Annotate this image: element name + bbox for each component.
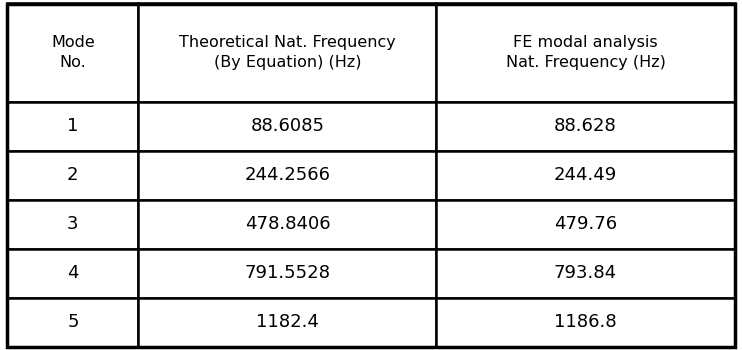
Bar xyxy=(436,4,735,101)
Text: 2: 2 xyxy=(67,166,79,184)
Text: 244.49: 244.49 xyxy=(554,166,617,184)
Text: Mode
No.: Mode No. xyxy=(51,35,95,70)
Text: 1182.4: 1182.4 xyxy=(256,313,319,331)
Bar xyxy=(436,150,735,200)
Bar xyxy=(7,248,138,298)
Text: 478.8406: 478.8406 xyxy=(245,215,330,233)
Text: FE modal analysis
Nat. Frequency (Hz): FE modal analysis Nat. Frequency (Hz) xyxy=(505,35,666,70)
Bar xyxy=(7,4,138,101)
Bar xyxy=(436,248,735,298)
Text: 88.6085: 88.6085 xyxy=(250,117,324,135)
Text: 791.5528: 791.5528 xyxy=(244,264,330,282)
Bar xyxy=(436,102,735,150)
Text: 244.2566: 244.2566 xyxy=(244,166,330,184)
Text: 1186.8: 1186.8 xyxy=(554,313,617,331)
Bar xyxy=(436,199,735,248)
Text: 479.76: 479.76 xyxy=(554,215,617,233)
Bar xyxy=(138,102,436,150)
Text: 3: 3 xyxy=(67,215,79,233)
Bar xyxy=(138,4,436,101)
Text: 88.628: 88.628 xyxy=(554,117,617,135)
Bar xyxy=(138,199,436,248)
Bar xyxy=(138,248,436,298)
Bar xyxy=(138,150,436,200)
Bar xyxy=(7,150,138,200)
Text: 793.84: 793.84 xyxy=(554,264,617,282)
Text: 5: 5 xyxy=(67,313,79,331)
Text: 1: 1 xyxy=(68,117,79,135)
Bar xyxy=(7,199,138,248)
Bar xyxy=(138,298,436,346)
Bar xyxy=(7,102,138,150)
Text: 4: 4 xyxy=(67,264,79,282)
Text: Theoretical Nat. Frequency
(By Equation) (Hz): Theoretical Nat. Frequency (By Equation)… xyxy=(179,35,395,70)
Bar xyxy=(7,298,138,346)
Bar xyxy=(436,298,735,346)
